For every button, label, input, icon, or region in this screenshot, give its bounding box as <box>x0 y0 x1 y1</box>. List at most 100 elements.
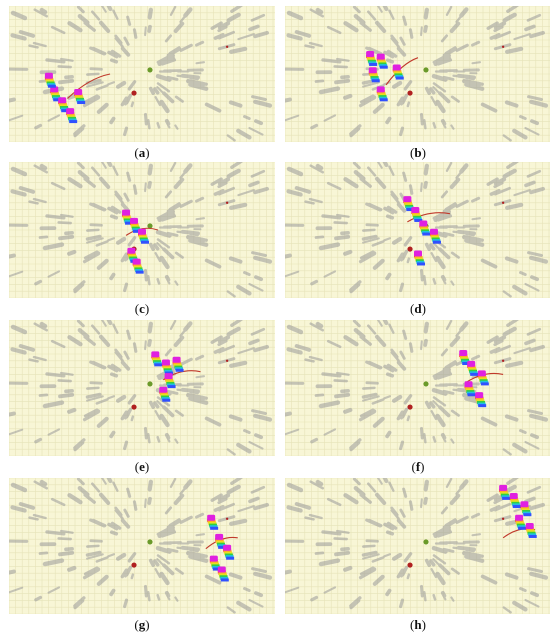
obstacle <box>213 347 225 354</box>
obstacle <box>493 497 504 505</box>
obstacle <box>442 122 447 129</box>
obstacle <box>396 202 407 213</box>
obstacle <box>204 102 222 113</box>
robot-trail-segment <box>52 95 61 99</box>
obstacle <box>294 186 312 194</box>
obstacle <box>504 256 519 264</box>
obstacle <box>361 550 378 557</box>
obstacle <box>107 395 115 400</box>
obstacle <box>304 516 315 521</box>
obstacle <box>95 398 109 405</box>
obstacle <box>159 255 170 270</box>
robot-trail-segment <box>500 493 509 497</box>
obstacle <box>432 242 441 251</box>
obstacle <box>251 409 268 416</box>
goal-marker <box>147 223 153 229</box>
obstacle <box>156 55 171 64</box>
obstacle <box>358 414 369 422</box>
obstacle <box>388 481 395 492</box>
obstacle <box>96 258 109 270</box>
obstacle <box>502 134 512 142</box>
obstacle <box>353 328 366 339</box>
obstacle <box>169 478 177 488</box>
robot-trail-segment <box>160 393 169 397</box>
obstacle <box>349 280 362 292</box>
obstacle <box>34 437 43 444</box>
obstacle <box>183 163 193 174</box>
obstacle <box>309 480 325 490</box>
robot-trail-segment <box>515 520 524 524</box>
obstacle <box>382 320 389 326</box>
obstacle <box>285 253 292 259</box>
obstacle <box>489 33 501 40</box>
obstacle <box>314 393 325 397</box>
obstacle <box>114 34 123 45</box>
obstacle <box>529 502 545 511</box>
obstacle <box>115 80 127 89</box>
obstacle <box>419 268 424 282</box>
obstacle <box>493 177 507 186</box>
robot-trail-segment <box>526 530 535 534</box>
obstacle <box>10 324 28 335</box>
robot <box>44 72 56 88</box>
obstacle <box>436 58 453 66</box>
obstacle <box>529 186 545 195</box>
obstacle <box>526 13 542 22</box>
obstacle <box>367 518 383 528</box>
obstacle <box>420 26 423 37</box>
robot-trail-segment <box>379 98 388 102</box>
obstacle <box>367 202 383 212</box>
obstacle <box>112 323 119 334</box>
obstacle <box>527 567 544 574</box>
robot-body <box>509 493 518 500</box>
robot-trail-segment <box>52 96 61 100</box>
obstacle <box>396 96 405 107</box>
obstacle <box>432 211 447 220</box>
obstacle <box>450 251 460 259</box>
obstacle <box>18 186 36 194</box>
obstacle <box>308 41 323 48</box>
obstacle <box>449 177 461 190</box>
obstacle <box>438 563 451 576</box>
obstacle <box>101 478 107 485</box>
robot <box>215 533 227 549</box>
obstacle <box>226 290 236 298</box>
robot-trail-segment <box>76 99 85 103</box>
obstacle <box>217 186 235 196</box>
obstacle <box>166 75 179 81</box>
start-marker <box>407 404 413 410</box>
obstacle <box>156 435 161 443</box>
obstacle <box>358 100 369 108</box>
obstacle <box>513 347 531 355</box>
robot-body <box>74 89 83 96</box>
obstacle <box>507 204 520 210</box>
obstacle <box>10 166 28 177</box>
obstacle <box>430 96 438 107</box>
obstacle <box>231 362 244 368</box>
obstacle <box>436 372 453 380</box>
obstacle <box>285 411 292 417</box>
robot-trail-segment <box>69 120 78 124</box>
obstacle <box>248 126 264 136</box>
obstacle <box>424 400 431 410</box>
obstacle <box>85 550 102 557</box>
obstacle <box>154 96 162 107</box>
robot-trail-segment <box>516 523 525 527</box>
obstacle <box>173 493 185 506</box>
obstacle <box>253 571 273 580</box>
obstacle <box>530 433 540 440</box>
obstacle <box>326 339 342 349</box>
robot-trail-segment <box>162 365 171 369</box>
obstacle <box>430 568 438 579</box>
obstacle <box>28 516 39 521</box>
obstacle <box>406 415 411 422</box>
robot <box>467 360 479 376</box>
obstacle <box>285 114 300 122</box>
obstacle <box>506 6 519 13</box>
obstacle <box>248 282 264 292</box>
robot-trail-segment <box>139 237 148 241</box>
obstacle <box>127 80 137 91</box>
robot-trail-segment <box>379 64 388 68</box>
obstacle <box>153 243 160 251</box>
goal-marker <box>147 67 153 73</box>
